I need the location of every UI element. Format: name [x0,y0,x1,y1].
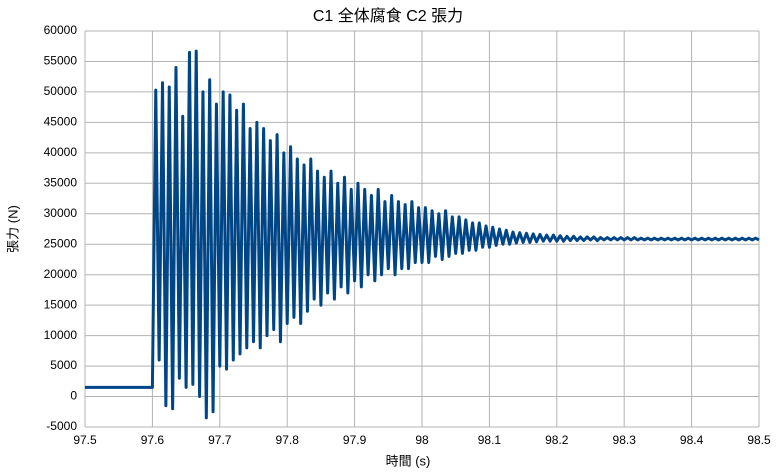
x-tick-label: 97.9 [343,433,367,447]
y-tick-label: 35000 [44,175,78,189]
x-tick-label: 98.4 [680,433,704,447]
y-tick-label: 5000 [50,358,77,372]
y-tick-label: 50000 [44,84,78,98]
y-tick-label: 45000 [44,115,78,129]
y-tick-label: 40000 [44,145,78,159]
y-tick-label: 20000 [44,267,78,281]
y-tick-label: 15000 [44,297,78,311]
x-tick-label: 98.1 [478,433,502,447]
y-tick-label: 10000 [44,328,78,342]
y-tick-label: 0 [70,389,77,403]
x-tick-label: 97.5 [73,433,97,447]
x-tick-label: 98.2 [545,433,569,447]
x-tick-label: 98 [415,433,429,447]
x-tick-label: 97.6 [141,433,165,447]
y-tick-label: 55000 [44,54,78,68]
y-axis-title: 張力 (N) [5,205,20,253]
x-axis-title: 時間 (s) [386,453,431,468]
y-tick-label: 30000 [44,206,78,220]
chart-title: C1 全体腐食 C2 張力 [313,7,463,25]
y-tick-label: -5000 [46,419,77,433]
data-line [85,49,760,420]
x-tick-label: 98.5 [747,433,771,447]
x-tick-label: 98.3 [613,433,637,447]
y-tick-label: 60000 [44,23,78,37]
x-tick-label: 97.7 [208,433,232,447]
x-tick-label: 97.8 [276,433,300,447]
y-tick-label: 25000 [44,236,78,250]
